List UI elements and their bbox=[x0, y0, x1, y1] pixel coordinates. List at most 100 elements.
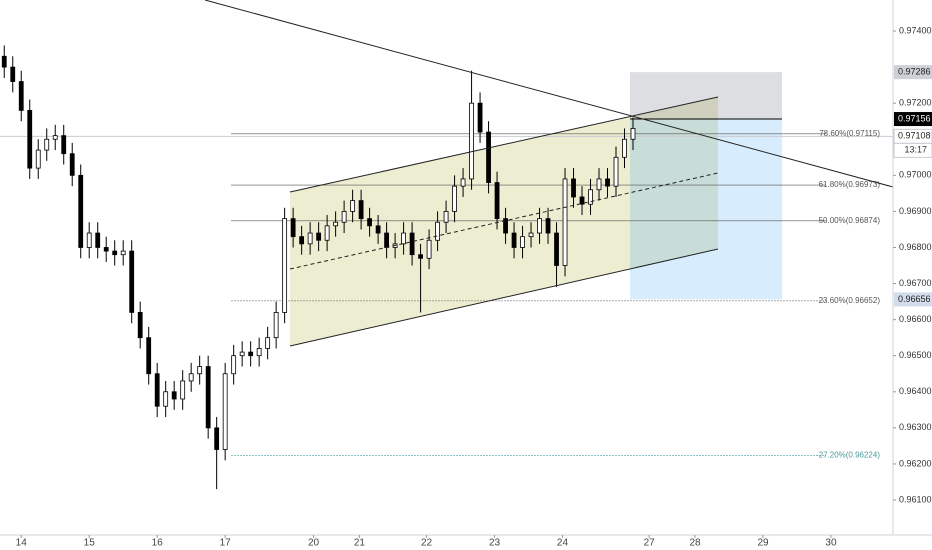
candle-body bbox=[154, 373, 160, 407]
x-tick-label: 16 bbox=[152, 538, 164, 549]
fib-label: 23.60%(0.96652) bbox=[819, 296, 881, 305]
candle-body bbox=[622, 138, 627, 158]
fib-label: 61.80%(0.96973) bbox=[819, 180, 881, 189]
candle-body bbox=[265, 337, 271, 349]
x-tick-label: 21 bbox=[354, 538, 366, 549]
candle-body bbox=[146, 337, 152, 375]
candle-body bbox=[290, 218, 296, 238]
x-tick-label: 15 bbox=[84, 538, 96, 549]
channel-upper bbox=[289, 96, 719, 193]
candle-body bbox=[630, 128, 636, 140]
candle-body bbox=[78, 174, 84, 248]
risk-zone bbox=[630, 119, 782, 300]
countdown-bg bbox=[893, 142, 932, 158]
candle-body bbox=[239, 351, 245, 357]
candle-body bbox=[95, 232, 101, 248]
last-price-badge: 0.97108 bbox=[898, 131, 931, 141]
candle-body bbox=[341, 211, 347, 223]
candle-body bbox=[27, 109, 33, 169]
candle-body bbox=[486, 131, 491, 183]
x-tick-label: 14 bbox=[16, 538, 28, 549]
candle-body bbox=[367, 218, 373, 227]
candle-body bbox=[545, 218, 551, 234]
fib-label: -27.20%(0.96224) bbox=[816, 450, 880, 459]
candle-body bbox=[112, 250, 118, 256]
y-tick-label: 0.96100 bbox=[899, 494, 932, 504]
stop-badge-bg bbox=[894, 292, 932, 307]
candle-body bbox=[52, 135, 58, 140]
y-tick-label: 0.96200 bbox=[899, 458, 932, 468]
candle-body bbox=[307, 232, 313, 245]
fib-label: 78.60%(0.97115) bbox=[819, 129, 880, 138]
y-tick-label: 0.96800 bbox=[899, 242, 932, 252]
candle-body bbox=[197, 366, 203, 375]
candle-body bbox=[222, 373, 228, 450]
candle-body bbox=[358, 200, 364, 220]
candle-body bbox=[613, 156, 619, 187]
x-tick-label: 30 bbox=[825, 538, 837, 549]
candle-body bbox=[503, 218, 508, 234]
candle-body bbox=[103, 247, 109, 252]
x-tick-label: 27 bbox=[644, 538, 656, 549]
candle-body bbox=[231, 355, 237, 375]
candle-body bbox=[256, 348, 262, 357]
candle-body bbox=[588, 189, 593, 205]
candle-body bbox=[460, 178, 466, 187]
y-tick-label: 0.96900 bbox=[899, 206, 932, 216]
x-tick-label: 20 bbox=[308, 538, 320, 549]
x-tick-label: 24 bbox=[557, 538, 569, 549]
candle-body bbox=[554, 232, 559, 266]
entry-badge-bg bbox=[894, 112, 932, 127]
candle-body bbox=[171, 391, 177, 400]
y-tick-label: 0.96500 bbox=[899, 350, 932, 360]
fib-label: 50.00%(0.96874) bbox=[819, 216, 881, 225]
target-badge: 0.97286 bbox=[898, 67, 931, 77]
x-tick-label: 28 bbox=[689, 538, 701, 549]
candle-body bbox=[163, 391, 169, 407]
candle-body bbox=[401, 232, 406, 245]
candle-body bbox=[44, 138, 50, 151]
candle-body bbox=[562, 178, 568, 266]
candle-body bbox=[35, 149, 41, 169]
y-tick-label: 0.97200 bbox=[899, 98, 932, 108]
candle-body bbox=[333, 221, 339, 227]
fib-levels: 78.60%(0.97115) 61.80%(0.96973) 50.00%(0.9… bbox=[231, 129, 880, 459]
y-tick-label: 0.96300 bbox=[899, 422, 932, 432]
candle-body bbox=[375, 225, 381, 234]
candle-body bbox=[137, 312, 143, 339]
candle-body bbox=[273, 312, 279, 339]
candle-body bbox=[10, 66, 16, 82]
y-tick-label: 0.97000 bbox=[899, 170, 932, 180]
candle-body bbox=[282, 218, 288, 313]
candle-body bbox=[596, 178, 602, 191]
time-axis-bg bbox=[0, 535, 932, 550]
candle-body bbox=[180, 380, 186, 400]
candle-body bbox=[520, 236, 525, 248]
candle-body bbox=[120, 250, 126, 256]
x-tick-label: 29 bbox=[757, 538, 769, 549]
candle-body bbox=[384, 232, 389, 248]
stop-badge: 0.96656 bbox=[898, 294, 931, 304]
candles bbox=[1, 45, 636, 490]
channel-lower bbox=[289, 248, 719, 347]
candle-body bbox=[418, 254, 423, 259]
candle-body bbox=[129, 250, 135, 313]
countdown: 13:17 bbox=[904, 145, 927, 155]
candle-body bbox=[579, 196, 585, 205]
candle-body bbox=[350, 200, 356, 212]
candle-body bbox=[605, 178, 610, 187]
candle-body bbox=[511, 232, 517, 248]
candle-body bbox=[469, 102, 474, 180]
candle-body bbox=[61, 135, 67, 155]
y-tick-label: 0.96400 bbox=[899, 386, 932, 396]
trend-line bbox=[204, 0, 894, 188]
candle-body bbox=[324, 225, 330, 241]
x-tick-label: 22 bbox=[421, 538, 433, 549]
candle-body bbox=[452, 185, 457, 212]
drawings-front bbox=[204, 0, 894, 347]
candle-body bbox=[316, 232, 322, 241]
candle-body bbox=[494, 182, 500, 220]
y-tick-label: 0.96700 bbox=[899, 278, 932, 288]
candle-body bbox=[86, 232, 92, 248]
